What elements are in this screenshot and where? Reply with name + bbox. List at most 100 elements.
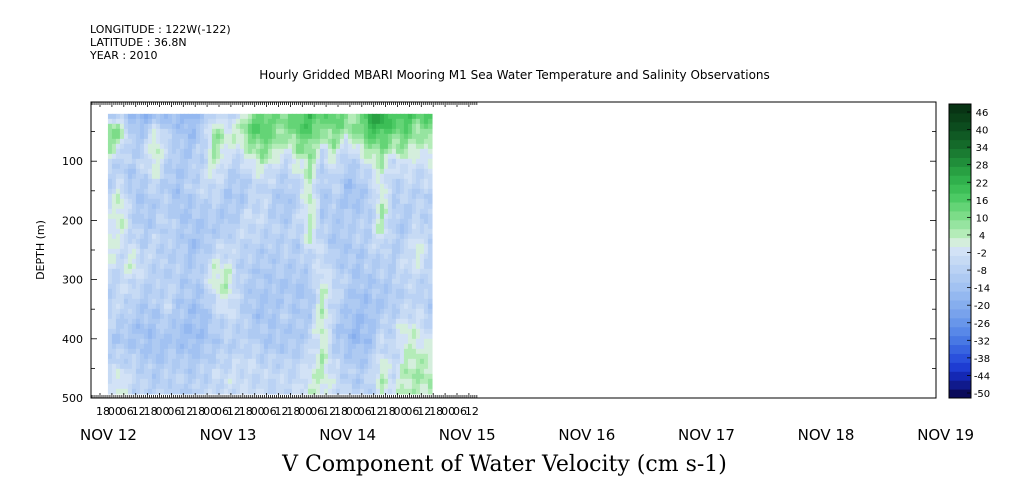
field-cell <box>131 258 137 265</box>
field-cell <box>231 263 237 270</box>
field-cell <box>199 318 205 325</box>
field-cell <box>363 118 369 125</box>
field-cell <box>323 338 329 345</box>
field-cell <box>171 258 177 265</box>
field-cell <box>363 198 369 205</box>
field-cell <box>151 198 157 205</box>
field-cell <box>395 353 401 360</box>
field-cell <box>331 278 337 285</box>
field-cell <box>427 293 433 300</box>
field-cell <box>387 208 393 215</box>
field-cell <box>339 223 345 230</box>
field-cell <box>291 143 297 150</box>
field-cell <box>139 258 145 265</box>
field-cell <box>347 388 353 395</box>
field-cell <box>323 178 329 185</box>
field-cell <box>335 263 341 270</box>
field-cell <box>331 328 337 335</box>
field-cell <box>327 348 333 355</box>
field-cell <box>151 288 157 295</box>
field-cell <box>139 263 145 270</box>
field-cell <box>231 248 237 255</box>
field-cell <box>363 243 369 250</box>
field-cell <box>255 328 261 335</box>
field-cell <box>367 383 373 390</box>
field-cell <box>287 318 293 325</box>
field-cell <box>327 363 333 370</box>
field-cell <box>247 138 253 145</box>
field-cell <box>359 363 365 370</box>
field-cell <box>179 168 185 175</box>
field-cell <box>315 253 321 260</box>
field-cell <box>263 378 269 385</box>
field-cell <box>387 293 393 300</box>
field-cell <box>343 143 349 150</box>
field-cell <box>203 273 209 280</box>
field-cell <box>175 363 181 370</box>
field-cell <box>319 363 325 370</box>
field-cell <box>143 158 149 165</box>
field-cell <box>127 288 133 295</box>
field-cell <box>195 248 201 255</box>
field-cell <box>251 388 257 395</box>
field-cell <box>359 193 365 200</box>
field-cell <box>183 153 189 160</box>
field-cell <box>279 353 285 360</box>
field-cell <box>375 228 381 235</box>
field-cell <box>111 193 117 200</box>
field-cell <box>303 208 309 215</box>
field-cell <box>135 278 141 285</box>
field-cell <box>335 353 341 360</box>
field-cell <box>143 288 149 295</box>
field-cell <box>107 353 113 360</box>
field-cell <box>219 138 225 145</box>
field-cell <box>227 368 233 375</box>
field-cell <box>111 188 117 195</box>
field-cell <box>383 218 389 225</box>
field-cell <box>399 358 405 365</box>
field-cell <box>291 263 297 270</box>
field-cell <box>171 353 177 360</box>
field-cell <box>235 318 241 325</box>
field-cell <box>383 153 389 160</box>
field-cell <box>367 283 373 290</box>
field-cell <box>351 253 357 260</box>
field-cell <box>235 223 241 230</box>
field-cell <box>407 113 413 120</box>
field-cell <box>343 168 349 175</box>
field-cell <box>279 178 285 185</box>
field-cell <box>427 238 433 245</box>
field-cell <box>355 303 361 310</box>
field-cell <box>207 128 213 135</box>
field-cell <box>167 348 173 355</box>
field-cell <box>175 218 181 225</box>
field-cell <box>195 338 201 345</box>
field-cell <box>263 218 269 225</box>
field-cell <box>127 183 133 190</box>
field-cell <box>379 193 385 200</box>
field-cell <box>407 388 413 395</box>
field-cell <box>171 148 177 155</box>
field-cell <box>395 138 401 145</box>
field-cell <box>255 253 261 260</box>
field-cell <box>335 143 341 150</box>
field-cell <box>419 383 425 390</box>
field-cell <box>327 133 333 140</box>
field-cell <box>247 223 253 230</box>
field-cell <box>387 243 393 250</box>
field-cell <box>215 308 221 315</box>
field-cell <box>367 268 373 275</box>
field-cell <box>355 293 361 300</box>
field-cell <box>371 318 377 325</box>
field-cell <box>187 233 193 240</box>
field-cell <box>143 308 149 315</box>
field-cell <box>239 158 245 165</box>
field-cell <box>423 123 429 130</box>
field-cell <box>123 278 129 285</box>
field-cell <box>359 113 365 120</box>
field-cell <box>155 243 161 250</box>
field-cell <box>119 138 125 145</box>
field-cell <box>175 153 181 160</box>
field-cell <box>159 123 165 130</box>
field-cell <box>303 348 309 355</box>
